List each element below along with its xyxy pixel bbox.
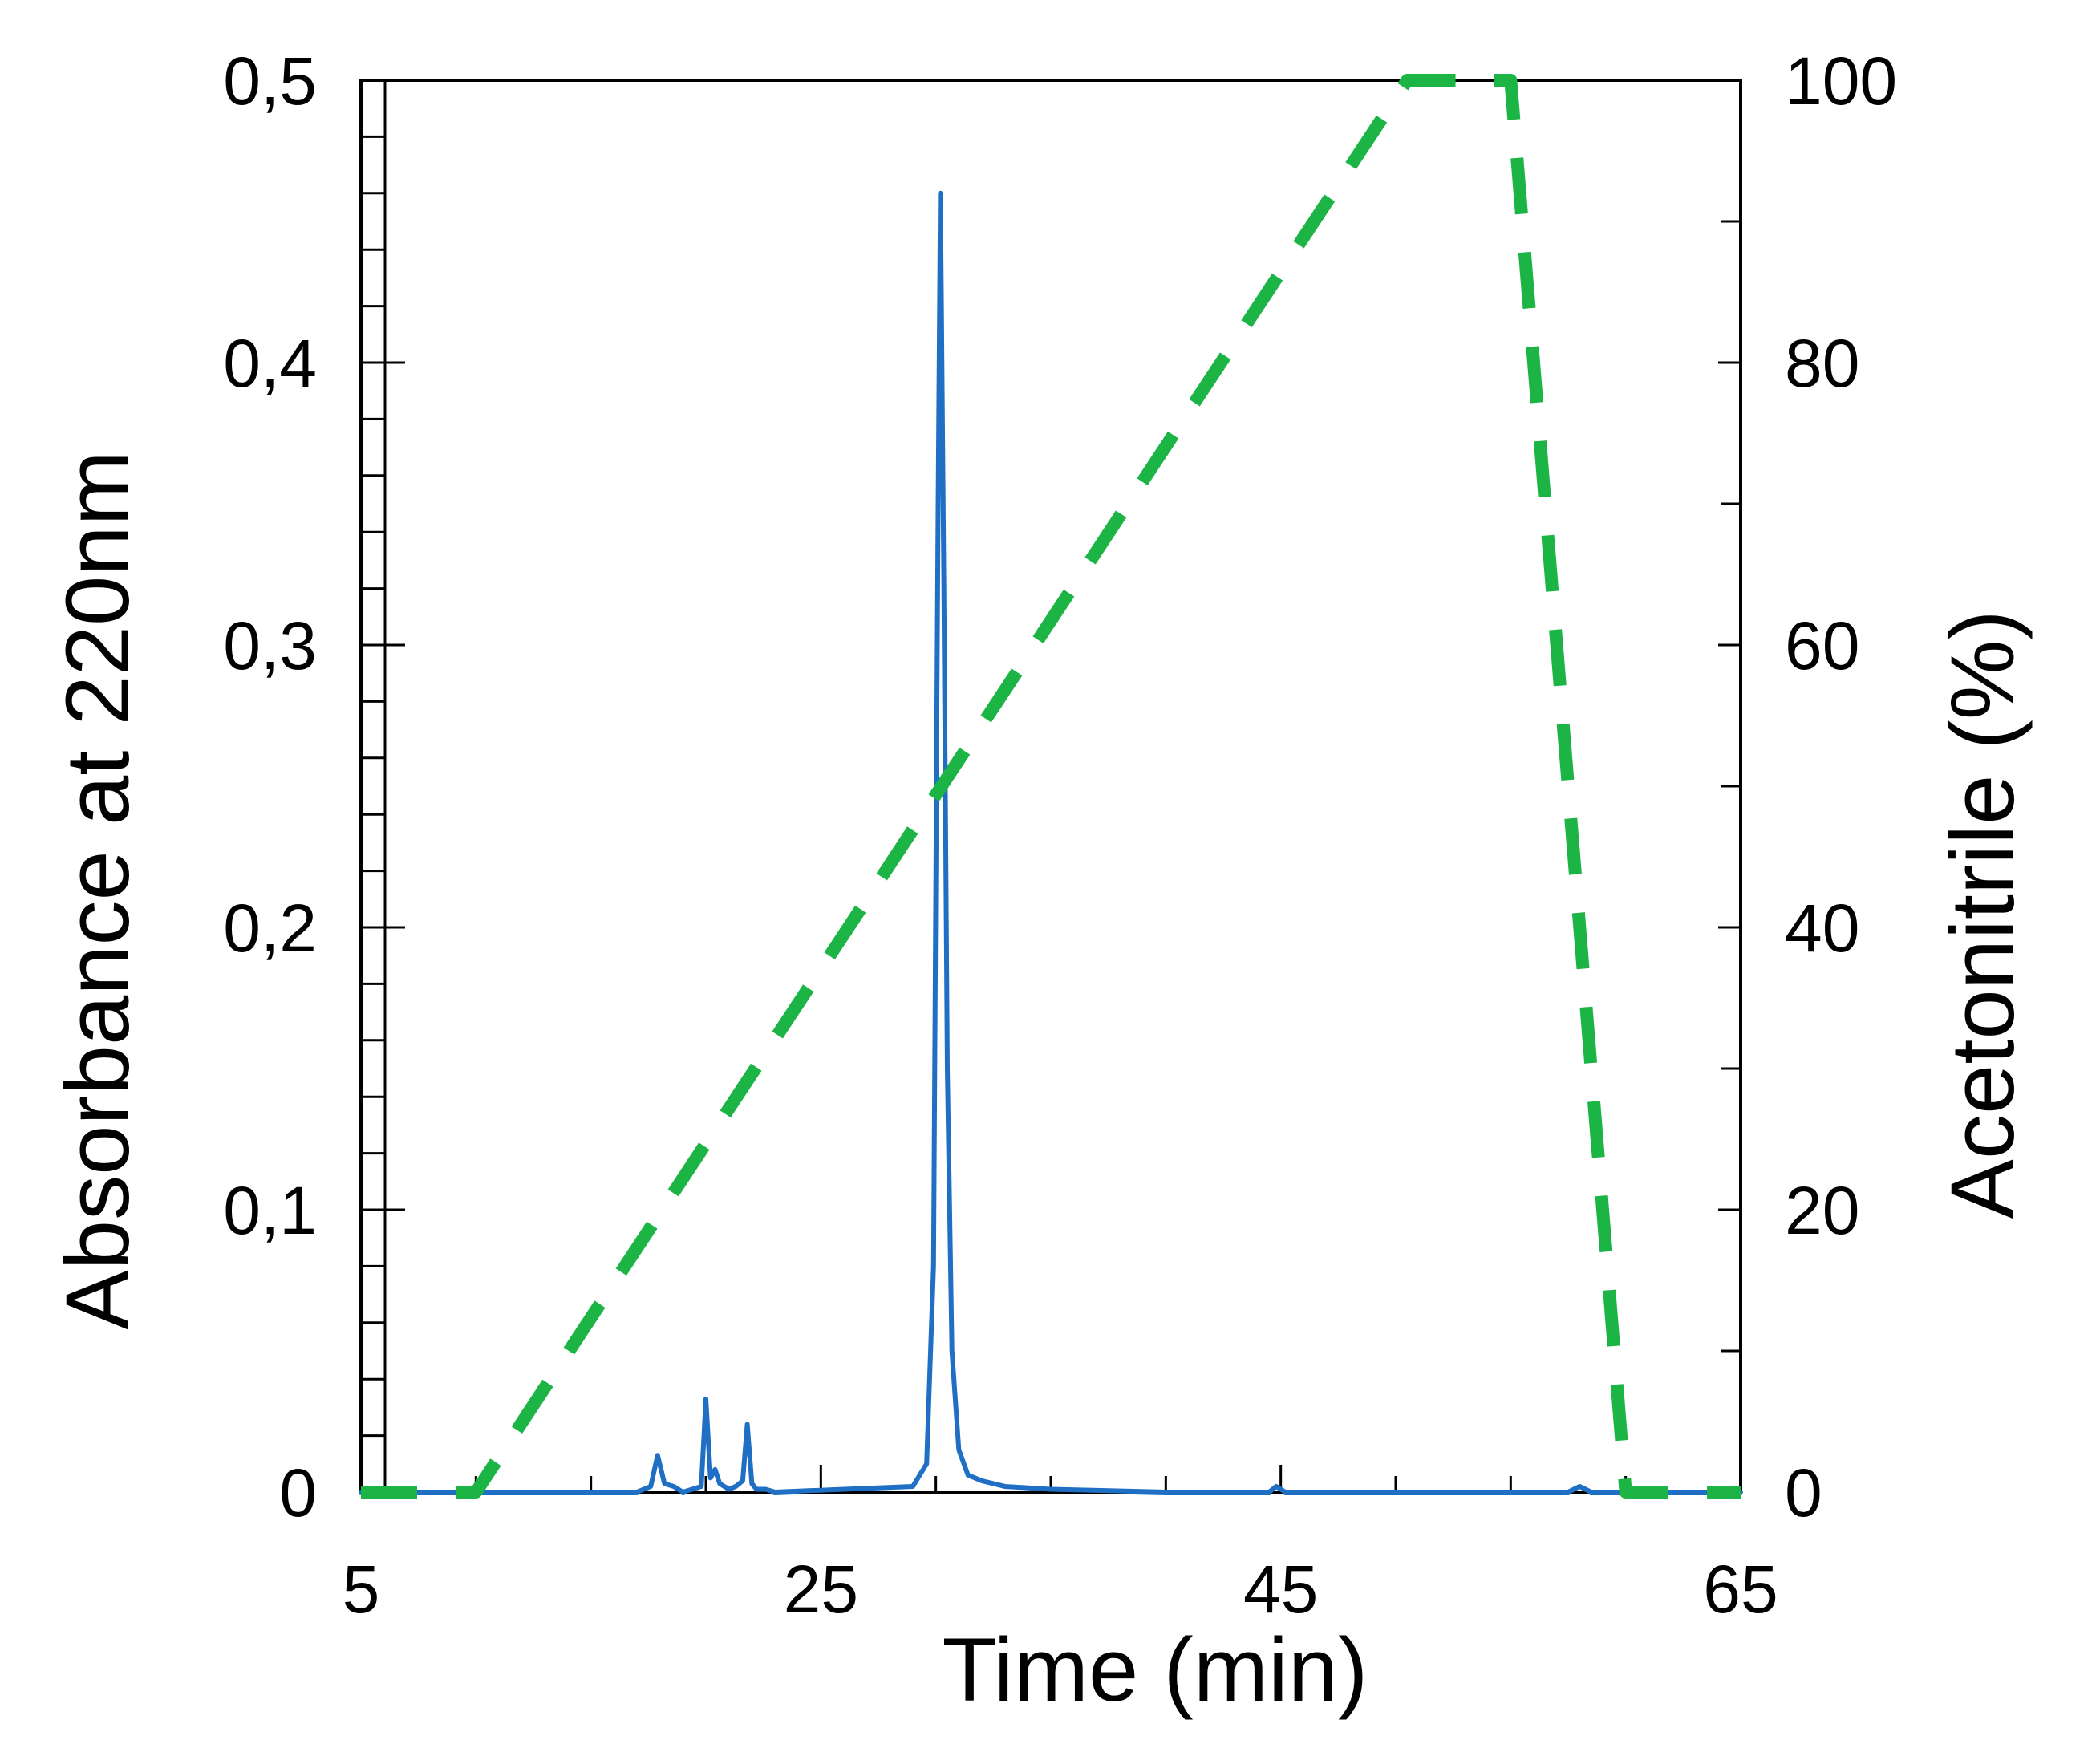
y-left-tick-label: 0,1	[223, 1173, 317, 1248]
x-tick-label: 45	[1243, 1551, 1318, 1627]
y-right-axis-title: Acetonitrile (%)	[1932, 610, 2033, 1219]
y-left-tick-label: 0,3	[223, 608, 317, 683]
y-left-axis-ticks: 0 0,1 0,2 0,3 0,4 0,5	[223, 43, 405, 1531]
y-left-tick-label: 0	[279, 1455, 317, 1531]
y-left-axis-title: Absorbance at 220nm	[47, 451, 148, 1330]
y-right-tick-label: 40	[1785, 890, 1859, 966]
y-left-tick-label: 0,4	[223, 326, 317, 401]
absorbance-line	[359, 190, 1743, 1495]
series-layer	[359, 74, 1743, 1499]
y-left-tick-label: 0,2	[223, 890, 317, 966]
y-left-tick-label: 0,5	[223, 43, 317, 119]
y-right-tick-label: 0	[1785, 1455, 1822, 1531]
y-right-tick-label: 20	[1785, 1173, 1859, 1248]
x-tick-label: 65	[1703, 1551, 1778, 1627]
x-tick-label: 5	[343, 1551, 380, 1627]
x-tick-label: 25	[784, 1551, 858, 1627]
y-right-tick-label: 60	[1785, 608, 1859, 683]
acetonitrile-gradient-line	[361, 74, 1741, 1499]
y-right-axis-ticks: 0 20 40 60 80 100	[1718, 43, 1897, 1531]
x-axis-title: Time (min)	[943, 1620, 1368, 1720]
y-right-tick-label: 100	[1785, 43, 1897, 119]
x-axis-ticks: 5 25 45 65	[343, 1465, 1778, 1627]
y-right-tick-label: 80	[1785, 326, 1859, 401]
